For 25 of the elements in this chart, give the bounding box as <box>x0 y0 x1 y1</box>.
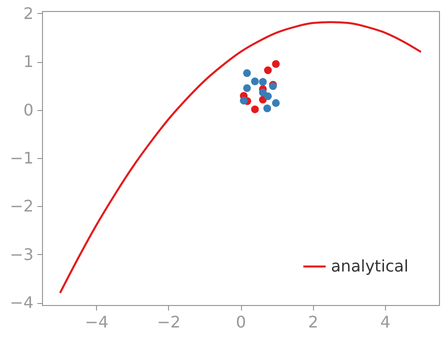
y-tick-label: 2 <box>23 4 34 23</box>
point <box>243 84 251 92</box>
legend-label: analytical <box>331 256 408 276</box>
point <box>243 69 251 78</box>
x-tick-label: 0 <box>236 312 246 332</box>
point <box>240 96 248 105</box>
y-tick-label: −1 <box>10 148 34 168</box>
point <box>263 104 272 112</box>
x-tick-label: 2 <box>308 312 318 332</box>
point <box>272 60 280 68</box>
y-tick-label: −2 <box>10 196 34 216</box>
point <box>264 66 272 74</box>
point <box>251 78 259 86</box>
point <box>251 105 259 114</box>
x-tick-label: 4 <box>380 312 390 332</box>
line-series <box>59 21 422 294</box>
y-tick-label: 0 <box>23 100 34 120</box>
x-tick-label: −2 <box>157 312 181 332</box>
point <box>264 92 272 100</box>
point <box>259 78 267 86</box>
y-tick-label: 1 <box>23 52 34 72</box>
x-tick-label: −4 <box>84 312 108 332</box>
y-tick-label: −4 <box>10 293 34 312</box>
y-tick-label: −3 <box>10 244 34 264</box>
point <box>272 99 280 107</box>
